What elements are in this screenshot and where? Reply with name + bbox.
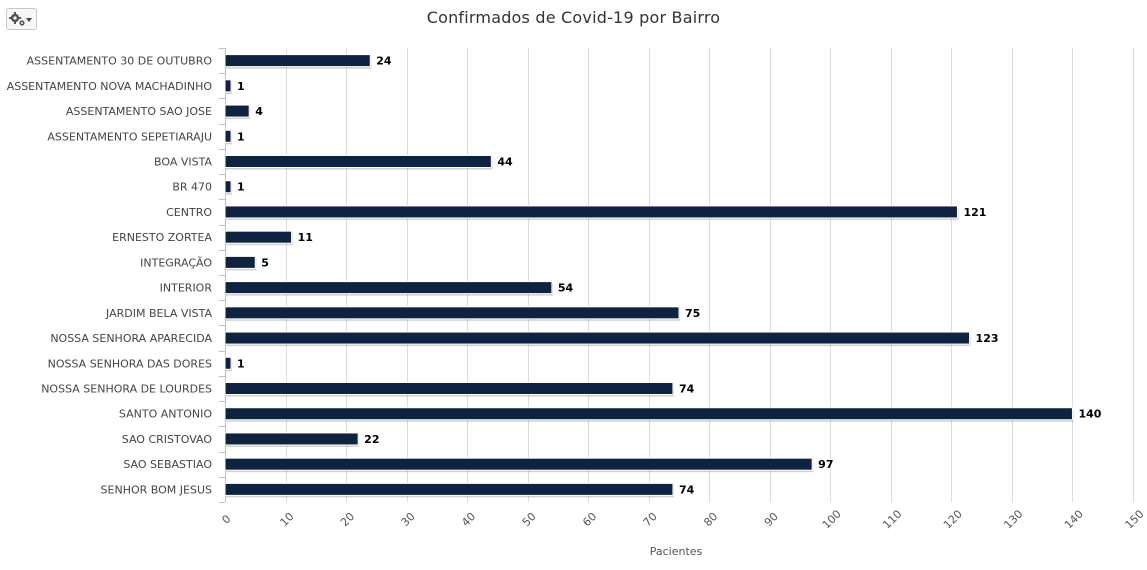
category-label: ASSENTAMENTO 30 DE OUTUBRO bbox=[27, 55, 213, 68]
x-tick-label: 50 bbox=[520, 510, 539, 529]
data-label: 54 bbox=[558, 282, 574, 295]
data-label: 140 bbox=[1078, 408, 1101, 421]
bar[interactable] bbox=[224, 155, 492, 168]
category-label: JARDIM BELA VISTA bbox=[105, 307, 212, 320]
gear-icon bbox=[9, 12, 25, 26]
category-label: SENHOR BOM JESUS bbox=[101, 483, 212, 496]
category-label: INTEGRAÇÃO bbox=[140, 256, 212, 269]
x-axis-title: Pacientes bbox=[650, 545, 703, 558]
bar[interactable] bbox=[224, 432, 359, 446]
category-label: BOA VISTA bbox=[154, 156, 212, 169]
data-label: 44 bbox=[497, 156, 513, 169]
bar[interactable] bbox=[224, 230, 293, 244]
x-tick-label: 130 bbox=[1001, 508, 1025, 532]
category-label: NOSSA SENHORA APARECIDA bbox=[50, 332, 212, 345]
category-label: SAO SEBASTIAO bbox=[123, 458, 212, 471]
chart-menu-button[interactable] bbox=[6, 8, 37, 30]
category-label: ERNESTO ZORTEA bbox=[112, 231, 212, 244]
x-tick-label: 150 bbox=[1123, 508, 1147, 532]
data-label: 74 bbox=[679, 483, 695, 496]
category-label: CENTRO bbox=[166, 206, 212, 219]
bar[interactable] bbox=[224, 356, 232, 370]
x-tick-label: 110 bbox=[880, 508, 904, 532]
data-label: 123 bbox=[976, 332, 999, 345]
x-tick-label: 120 bbox=[941, 508, 965, 532]
category-label: BR 470 bbox=[172, 181, 212, 194]
bar[interactable] bbox=[224, 205, 958, 219]
category-label: ASSENTAMENTO SAO JOSE bbox=[66, 105, 212, 118]
category-label: INTERIOR bbox=[160, 282, 213, 295]
bar[interactable] bbox=[224, 54, 371, 68]
x-tick-label: 40 bbox=[459, 510, 478, 529]
data-label: 74 bbox=[679, 383, 695, 396]
chevron-down-icon bbox=[26, 18, 32, 22]
category-label: NOSSA SENHORA DAS DORES bbox=[48, 357, 212, 370]
bar[interactable] bbox=[224, 407, 1073, 421]
category-label: SANTO ANTONIO bbox=[119, 408, 212, 421]
category-label: NOSSA SENHORA DE LOURDES bbox=[41, 383, 212, 396]
bar[interactable] bbox=[224, 79, 232, 93]
data-label: 4 bbox=[255, 105, 263, 118]
category-label: SAO CRISTOVAO bbox=[122, 433, 213, 446]
x-tick-label: 100 bbox=[820, 508, 844, 532]
bar[interactable] bbox=[224, 281, 553, 295]
x-tick-label: 90 bbox=[762, 510, 781, 529]
x-tick-label: 20 bbox=[338, 510, 357, 529]
category-label: ASSENTAMENTO NOVA MACHADINHO bbox=[7, 80, 213, 93]
data-label: 75 bbox=[685, 307, 700, 320]
data-label: 121 bbox=[963, 206, 986, 219]
data-label: 24 bbox=[376, 55, 392, 68]
bar[interactable] bbox=[224, 482, 674, 496]
bar[interactable] bbox=[224, 457, 813, 471]
x-tick-label: 140 bbox=[1062, 508, 1086, 532]
bar[interactable] bbox=[224, 331, 971, 345]
bar[interactable] bbox=[224, 306, 680, 320]
data-label: 1 bbox=[237, 181, 245, 194]
data-label: 1 bbox=[237, 130, 245, 143]
bar[interactable] bbox=[224, 255, 256, 269]
x-tick-label: 0 bbox=[219, 512, 233, 526]
data-label: 1 bbox=[237, 80, 245, 93]
bar[interactable] bbox=[224, 382, 674, 395]
x-tick-label: 30 bbox=[399, 510, 418, 529]
x-tick-label: 70 bbox=[641, 510, 660, 529]
x-tick-label: 60 bbox=[580, 510, 599, 529]
data-label: 97 bbox=[818, 458, 833, 471]
x-tick-label: 80 bbox=[701, 510, 720, 529]
data-label: 11 bbox=[298, 231, 313, 244]
bar[interactable] bbox=[224, 180, 232, 194]
data-label: 1 bbox=[237, 357, 245, 370]
data-label: 22 bbox=[364, 433, 379, 446]
data-label: 5 bbox=[261, 256, 269, 269]
bar[interactable] bbox=[224, 129, 232, 143]
bar[interactable] bbox=[224, 104, 250, 118]
x-tick-label: 10 bbox=[278, 510, 297, 529]
category-label: ASSENTAMENTO SEPETIARAJU bbox=[47, 130, 212, 143]
chart-title: Confirmados de Covid-19 por Bairro bbox=[426, 8, 721, 27]
